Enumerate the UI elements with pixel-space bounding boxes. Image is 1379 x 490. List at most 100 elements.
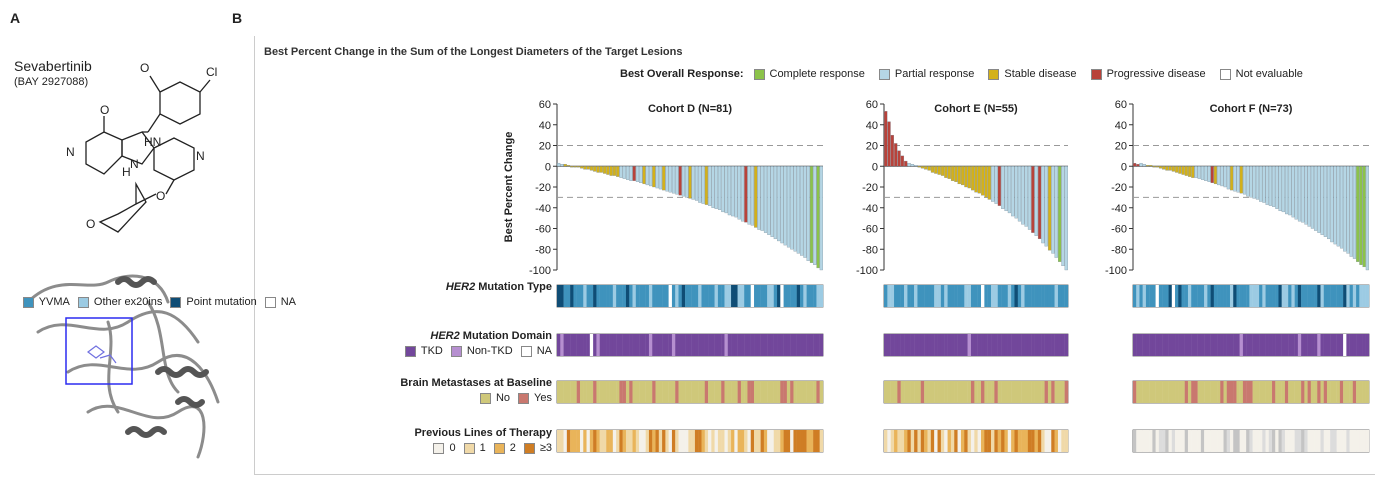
waterfall-bar [1145,165,1150,167]
track-cell [1207,285,1211,307]
y-tick-label: -60 [1111,224,1127,236]
track-cell [1314,381,1318,403]
track-cell [1152,334,1156,356]
track-cell [803,334,807,356]
track-cell [645,381,650,403]
track-cell [754,381,758,403]
track-cell [984,430,988,452]
track-cell [887,381,891,403]
track-cell [573,381,577,403]
track-cell [1034,430,1039,452]
track-cell [1064,285,1069,307]
track-cell [767,285,771,307]
waterfall-bar [727,166,731,216]
track-cell [1343,430,1347,452]
track-cell [586,381,591,403]
track-cell [701,334,705,356]
y-tick-label: 40 [1115,120,1127,132]
track-cell [1301,430,1305,452]
track-cell [662,334,666,356]
track-cell [1044,285,1049,307]
track-cell [1213,334,1218,356]
track-cell [1181,381,1185,403]
chemical-structure: O Cl HN H N N N O O O [66,61,217,233]
waterfall-bar [924,166,928,170]
track-cell [1175,381,1179,403]
track-cell [721,381,725,403]
track-cell [783,381,788,403]
track-cell [1326,430,1331,452]
waterfall-bar [1281,166,1285,213]
track-cell [904,430,908,452]
track-cell [734,381,738,403]
track-cell [1213,285,1218,307]
waterfall-bar [1220,166,1224,187]
track-cell [1310,430,1315,452]
track-cell [622,285,627,307]
track-cell [1288,285,1292,307]
track-cell [1252,334,1257,356]
waterfall-bar [1200,166,1205,180]
track-cell [1197,285,1202,307]
waterfall-bar [930,166,935,173]
track-cell [616,285,620,307]
track-cell [1284,285,1289,307]
y-tick-label: 20 [866,141,878,153]
legend-label: Partial response [894,68,975,80]
waterfall-bar [566,165,571,167]
track-cell [694,285,699,307]
waterfall-bar [721,166,725,213]
track-cell [1142,430,1147,452]
track-cell [1220,334,1224,356]
track-cell [1061,381,1065,403]
track-cell [619,381,623,403]
track-cell [737,334,742,356]
waterfall-bar [563,164,567,167]
waterfall-bar [622,166,626,179]
track-cell [1229,285,1234,307]
track-cell [1333,334,1337,356]
track-cell [1057,381,1062,403]
track-cell [1155,334,1160,356]
track-cell [897,334,901,356]
waterfall-bar [583,166,587,170]
track-cell [639,381,643,403]
track-cell [612,430,617,452]
track-cell [576,334,581,356]
track-cell [737,285,742,307]
waterfall-bar [675,166,679,195]
track-cell [711,381,715,403]
legend-label: Complete response [769,68,865,80]
track-cell [560,381,564,403]
track-cell [648,285,653,307]
waterfall-bar [740,166,745,222]
y-tick-label: -100 [1105,265,1127,277]
waterfall-bar [1188,166,1192,177]
track-cell [688,381,692,403]
track-cell [1278,285,1282,307]
track-cell [648,381,653,403]
track-cell [1259,285,1263,307]
track-cell [629,285,633,307]
complete-swatch [753,68,765,80]
track-cell [934,430,938,452]
track-cell [609,430,614,452]
atom-label: HN [144,135,161,149]
track-cell [994,285,998,307]
track-cell [750,430,755,452]
track-cell [1301,285,1305,307]
track-cell [944,430,948,452]
track-cell [809,285,814,307]
track-cell [1272,381,1276,403]
track-cell [1191,334,1195,356]
track-cell [622,430,627,452]
track-cell [1044,334,1049,356]
waterfall-bar [603,166,607,174]
legend-item-tkd: TKD [404,345,443,357]
track-cell [701,381,705,403]
track-cell [800,430,804,452]
legend-label: TKD [420,345,443,357]
waterfall-bar [626,166,630,180]
waterfall-bar [632,166,636,181]
track-cell [731,285,735,307]
